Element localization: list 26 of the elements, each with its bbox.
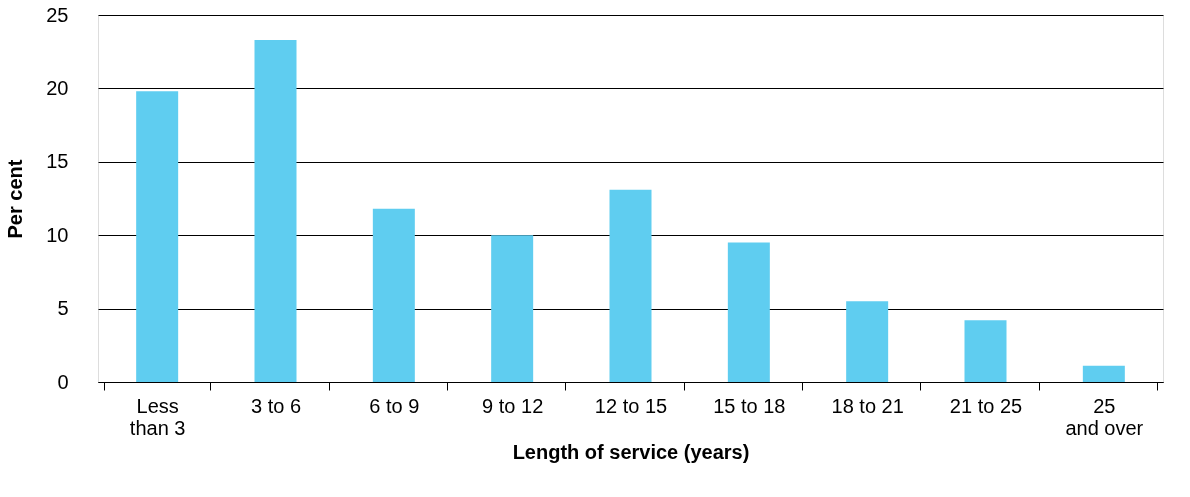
bar xyxy=(727,242,770,382)
bar xyxy=(609,189,652,382)
bar xyxy=(491,235,534,382)
y-axis-title: Per cent xyxy=(4,159,27,239)
x-tick-label: 21 to 25 xyxy=(949,394,1023,417)
y-tick-label: 10 xyxy=(46,223,69,246)
bar xyxy=(846,301,889,382)
x-tick-label: 9 to 12 xyxy=(482,394,544,417)
bar xyxy=(372,208,415,382)
x-tick-label: 15 to 18 xyxy=(713,394,786,417)
x-tick-label: 18 to 21 xyxy=(831,394,904,417)
x-tick-label: 3 to 6 xyxy=(250,394,302,417)
y-tick-label: 20 xyxy=(46,76,69,99)
y-tick-label: 15 xyxy=(46,150,69,173)
y-tick-label: 0 xyxy=(57,370,69,393)
bar xyxy=(254,39,297,382)
y-tick-label: 25 xyxy=(46,3,69,26)
x-axis-title: Length of service (years) xyxy=(512,440,750,463)
bar xyxy=(964,320,1007,382)
x-tick-label: 25 and over xyxy=(1065,394,1144,439)
x-tick-label: 6 to 9 xyxy=(369,394,420,417)
bar xyxy=(1082,365,1125,382)
y-tick-label: 5 xyxy=(57,297,69,320)
x-tick-label: Less than 3 xyxy=(129,394,186,439)
bar xyxy=(136,91,179,382)
x-tick-label: 12 to 15 xyxy=(594,394,668,417)
